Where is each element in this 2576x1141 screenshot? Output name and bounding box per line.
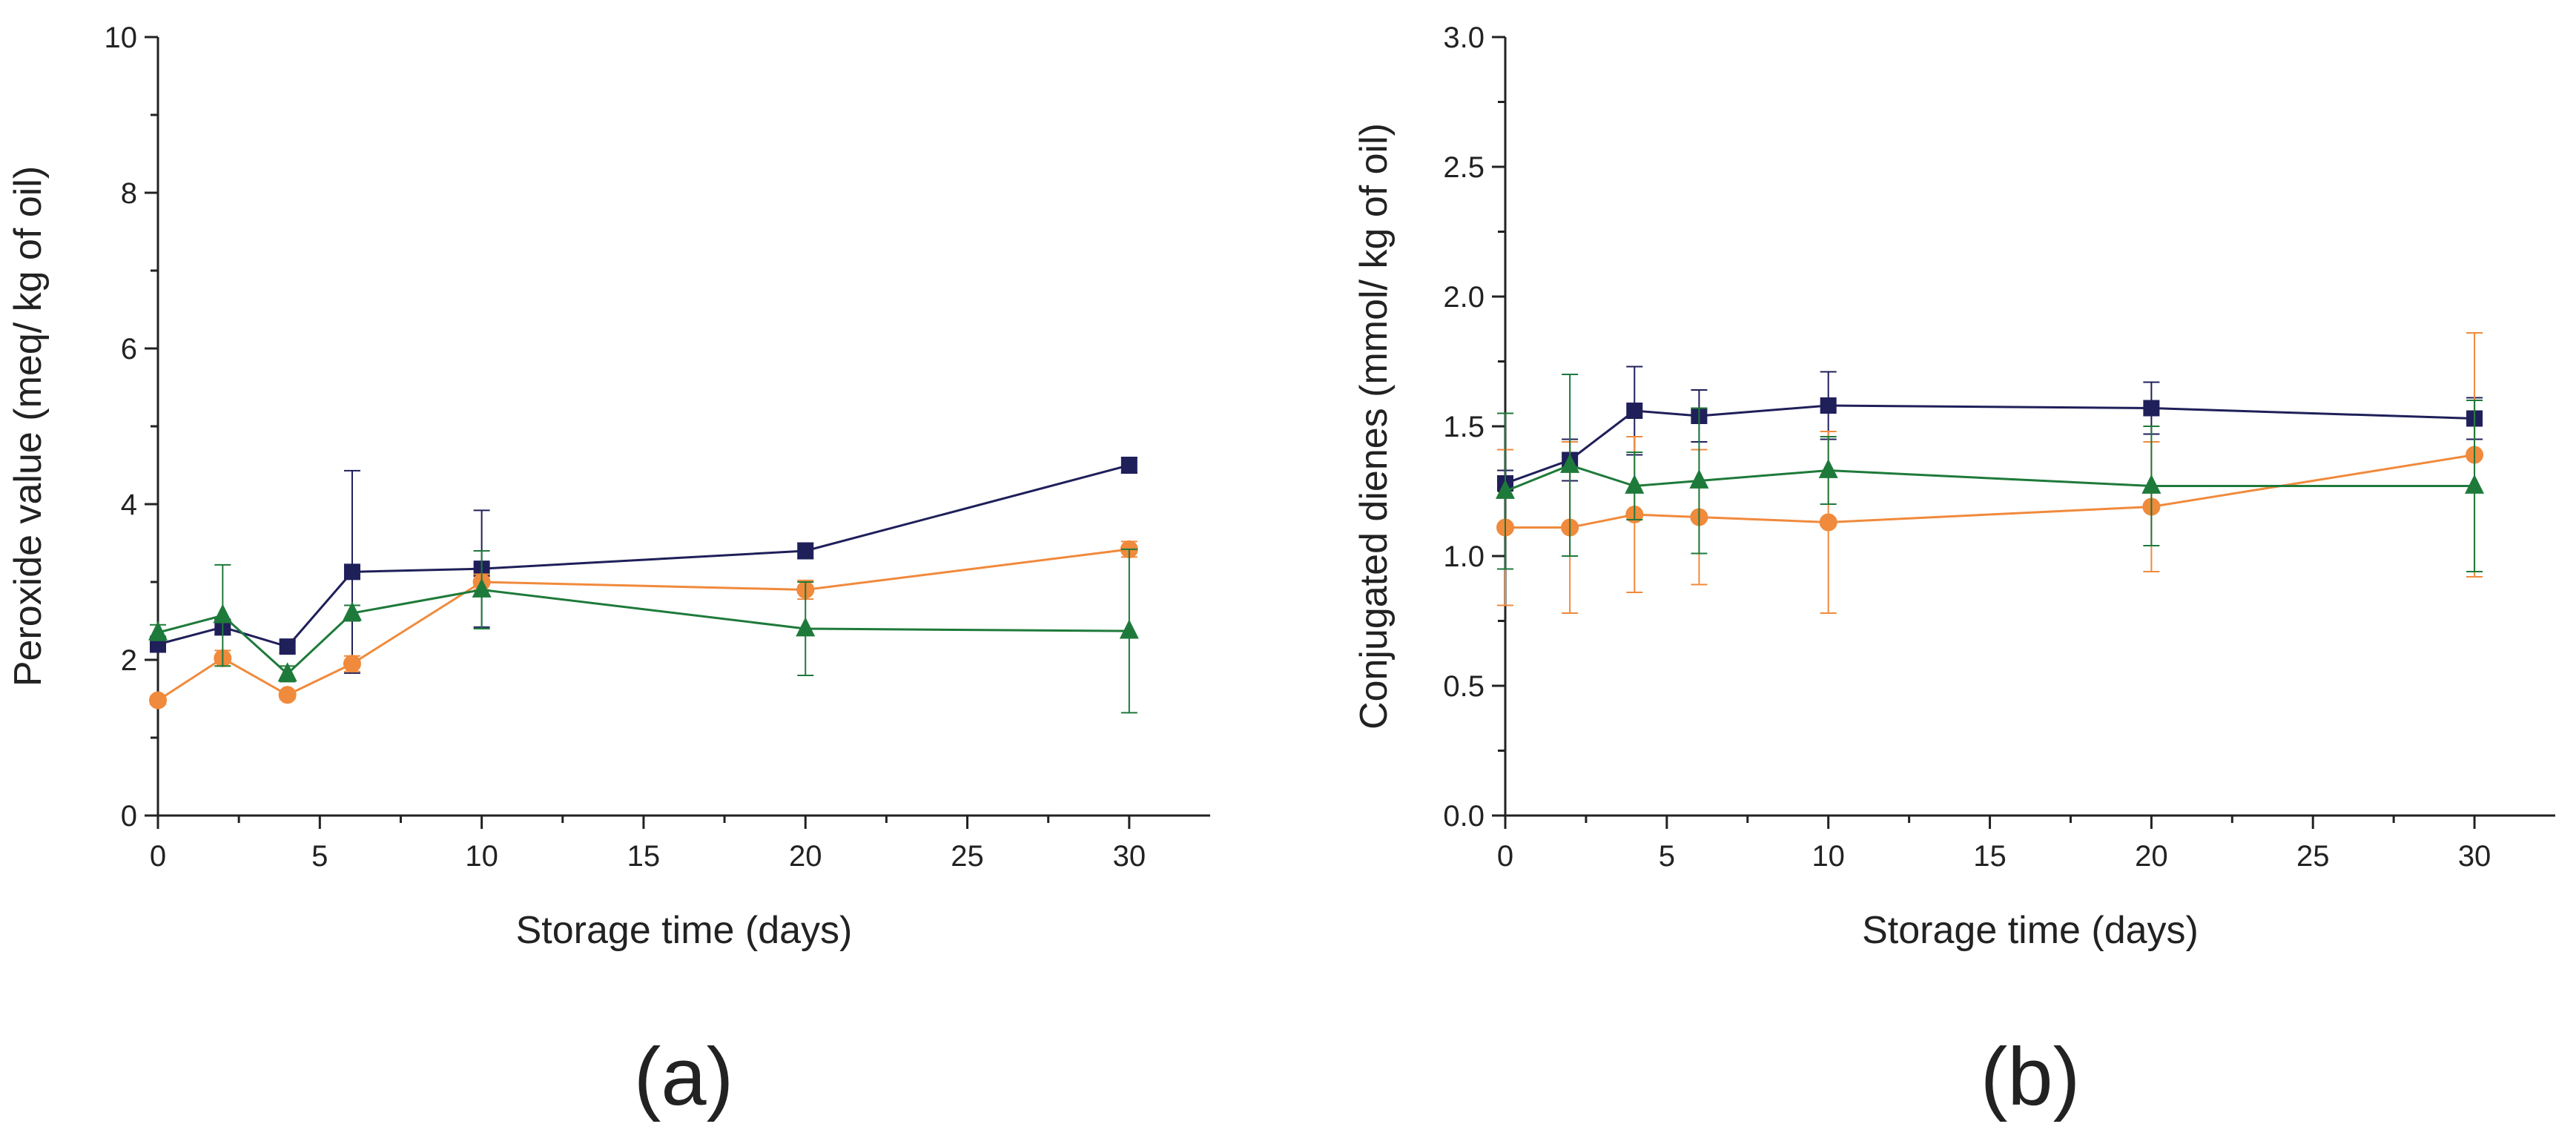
x-tick-label: 20 xyxy=(789,840,822,873)
panel-a-peroxide-chart: 0 5 10 15 20 25 30 0 2 4 6 8 10 Storage time (days) Pe… xyxy=(7,22,1210,1122)
y-tick-label: 0.0 xyxy=(1443,800,1484,833)
data-point-triangle xyxy=(213,603,233,624)
x-tick-label: 20 xyxy=(2135,840,2168,873)
data-point-triangle xyxy=(1119,619,1139,639)
data-point-square xyxy=(2143,400,2160,417)
series-triangle xyxy=(1496,374,2485,572)
y-tick-label: 6 xyxy=(121,333,137,366)
panel-label: (a) xyxy=(634,1031,733,1122)
data-point-square xyxy=(797,543,814,559)
panel-b-conjugated-dienes-chart: 0 5 10 15 20 25 30 0.0 0.5 1.0 1.5 2.0 2.5 3.0 Storage… xyxy=(1353,22,2555,1122)
y-tick-label: 0.5 xyxy=(1443,670,1484,703)
series-circle xyxy=(1496,332,2484,614)
series-line xyxy=(157,588,1129,675)
data-point-square xyxy=(1820,397,1837,414)
x-tick-label: 10 xyxy=(1812,840,1845,873)
y-tick-label: 0 xyxy=(121,800,137,833)
x-axis-title: Storage time (days) xyxy=(516,909,853,952)
series-square xyxy=(150,457,1137,674)
data-point-square xyxy=(343,563,360,581)
panel-label: (b) xyxy=(1981,1031,2080,1122)
data-point-triangle xyxy=(1560,453,1580,473)
x-tick-label: 15 xyxy=(627,840,661,873)
data-point-triangle xyxy=(1496,479,1515,499)
x-tick-label: 15 xyxy=(1973,840,2007,873)
y-tick-label: 2 xyxy=(121,644,137,677)
data-point-triangle xyxy=(796,617,816,637)
x-tick-label: 30 xyxy=(1113,840,1146,873)
data-point-triangle xyxy=(1689,469,1709,489)
x-tick-label: 10 xyxy=(465,840,498,873)
data-point-triangle xyxy=(277,662,297,682)
data-point-triangle xyxy=(342,601,362,621)
data-point-triangle xyxy=(2141,474,2161,494)
data-point-square xyxy=(1120,457,1137,474)
data-point-circle xyxy=(149,691,167,710)
x-tick-label: 0 xyxy=(1497,840,1513,873)
y-tick-label: 8 xyxy=(121,177,137,210)
series-line xyxy=(157,464,1130,648)
x-tick-label: 0 xyxy=(150,840,166,873)
data-point-triangle xyxy=(2465,474,2485,494)
x-tick-label: 5 xyxy=(311,840,328,873)
data-point-square xyxy=(1626,403,1643,419)
y-tick-label: 2.5 xyxy=(1443,151,1484,184)
y-tick-label: 1.0 xyxy=(1443,540,1484,573)
series-circle xyxy=(149,540,1138,710)
y-tick-label: 3.0 xyxy=(1443,22,1484,54)
y-axis-title: Peroxide value (meq/ kg of oil) xyxy=(7,166,50,687)
x-tick-label: 25 xyxy=(951,840,984,873)
data-point-triangle xyxy=(1625,474,1645,494)
x-tick-label: 5 xyxy=(1659,840,1675,873)
y-tick-label: 1.5 xyxy=(1443,411,1484,443)
y-tick-label: 10 xyxy=(105,22,138,54)
series-line xyxy=(1505,454,2475,529)
data-point-square xyxy=(279,638,296,655)
series-line xyxy=(157,548,1130,701)
x-axis-title: Storage time (days) xyxy=(1862,909,2199,952)
data-point-circle xyxy=(278,686,297,704)
data-point-triangle xyxy=(1818,458,1838,478)
y-axis-title: Conjugated dienes (mmol/ kg of oil) xyxy=(1353,123,1396,730)
series-triangle xyxy=(148,548,1139,714)
data-point-circle xyxy=(1819,513,1837,532)
data-point-circle xyxy=(343,655,361,673)
data-point-triangle xyxy=(148,621,168,641)
data-point-triangle xyxy=(472,578,492,598)
x-tick-label: 25 xyxy=(2296,840,2330,873)
series-line xyxy=(1505,404,2475,485)
y-tick-label: 2.0 xyxy=(1443,281,1484,314)
y-tick-label: 4 xyxy=(121,489,137,521)
x-tick-label: 30 xyxy=(2458,840,2491,873)
